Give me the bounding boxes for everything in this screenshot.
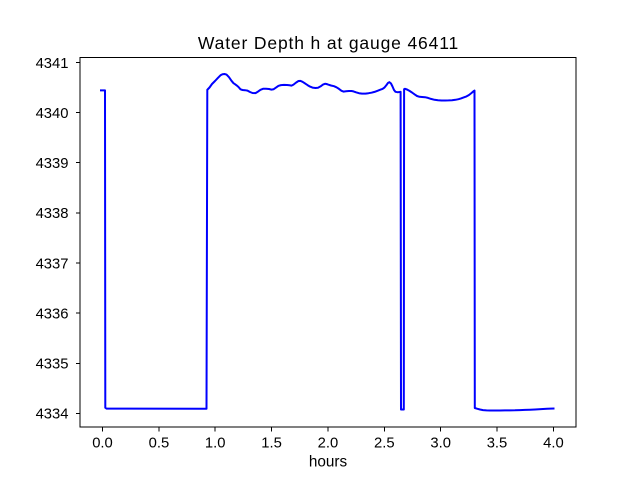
svg-text:4335: 4335 [36,357,69,373]
svg-text:3.5: 3.5 [487,436,508,452]
svg-text:4.0: 4.0 [543,436,564,452]
svg-text:4334: 4334 [36,407,69,423]
svg-text:1.0: 1.0 [205,436,226,452]
svg-text:3.0: 3.0 [430,436,451,452]
svg-text:2.0: 2.0 [318,436,339,452]
svg-text:2.5: 2.5 [374,436,395,452]
svg-text:0.0: 0.0 [92,436,113,452]
svg-text:4336: 4336 [36,306,69,322]
svg-text:4337: 4337 [36,256,69,272]
svg-text:4338: 4338 [36,206,69,222]
svg-text:0.5: 0.5 [149,436,170,452]
svg-text:4339: 4339 [36,156,69,172]
svg-text:1.5: 1.5 [261,436,282,452]
svg-text:4340: 4340 [36,106,69,122]
svg-text:4341: 4341 [36,56,69,72]
svg-text:Water Depth h at gauge 46411: Water Depth h at gauge 46411 [198,33,459,53]
svg-text:hours: hours [309,454,348,471]
